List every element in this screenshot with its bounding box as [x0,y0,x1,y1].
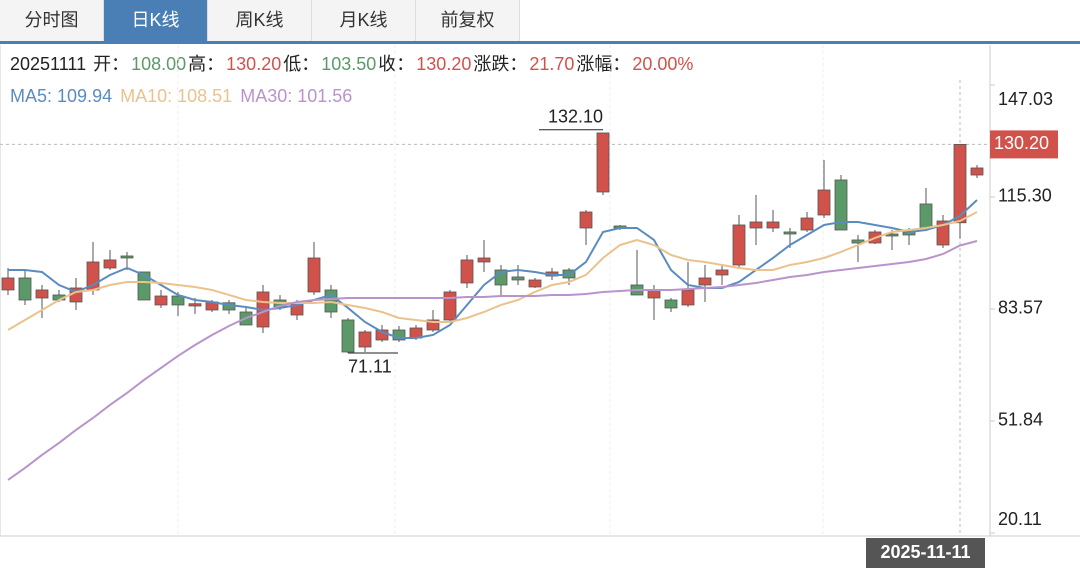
info-value: 130.20 [416,54,472,74]
candle-body [596,132,610,193]
candle-body [477,257,491,263]
candle-body [171,295,185,306]
info-label: 开： [93,54,130,74]
info-bar: 20251111 开： 108.00 高： 130.20 低： 103.50 收： 130.2… [10,50,695,76]
legend-value: 109.94 [57,86,113,106]
ma-line [7,240,978,481]
date-box [866,538,985,568]
candle-body [1,277,15,291]
legend-item: MA5: 109.94 [10,86,112,106]
last-price-label: 130.20 [994,133,1049,153]
max-annotation: 132.10 [548,106,603,126]
candle-body [341,319,355,353]
legend-value: 108.51 [177,86,233,106]
candle-body [681,289,695,306]
info-label: 涨跌： [473,54,528,74]
legend: MA5: 109.94 MA10: 108.51 MA30: 101.56 [10,86,360,107]
candle-body [698,277,712,286]
legend-item: MA30: 101.56 [240,86,352,106]
candle-body [137,271,151,301]
candle-body [511,276,525,281]
candle-body [715,269,729,276]
tab[interactable]: 周K线 [208,0,312,41]
tab[interactable]: 日K线 [104,0,208,41]
y-tick-label: 20.11 [998,509,1042,529]
info-value: 21.70 [529,54,575,74]
last-price-box [990,130,1058,159]
legend-name: MA5: [10,86,53,106]
info-value: 130.20 [226,54,282,74]
tab[interactable]: 月K线 [312,0,416,41]
info-value: 108.00 [131,54,187,74]
candle-body [970,167,984,176]
candle-body [358,331,372,348]
candle-body [579,211,593,229]
candle-body [307,257,321,293]
legend-name: MA10: [120,86,173,106]
candle-body [783,231,797,235]
candle-body [18,277,32,301]
candle-body [460,259,474,284]
info-date: 20251111 [10,54,87,74]
info-label: 涨幅： [576,54,631,74]
candle-body [817,189,831,216]
legend-name: MA30: [240,86,293,106]
candle-body [800,217,814,231]
y-tick-label: 51.84 [998,410,1043,430]
candle-body [154,295,168,306]
candle-body [749,221,763,229]
info-label: 收： [378,54,415,74]
x-tick-label: 2025-11-11 [880,542,970,562]
info-label: 低： [283,54,320,74]
candle-body [443,291,457,321]
candle-body [766,221,780,229]
candle-body [936,220,950,246]
y-tick-label: 83.57 [998,298,1043,318]
candle-body [919,203,933,229]
candle-body [103,259,117,269]
ma-line [8,199,978,340]
info-label: 高： [188,54,225,74]
tab[interactable]: 前复权 [416,0,520,41]
y-tick-label: 115.30 [998,186,1052,206]
candle-body [732,224,746,266]
candle-body [188,303,202,307]
info-value: 20.00% [632,54,694,74]
candle-body [528,279,542,288]
info-value: 103.50 [321,54,377,74]
legend-value: 101.56 [297,86,353,106]
candle-body [647,289,661,299]
y-tick-label: 147.03 [998,89,1053,109]
candle-body [834,179,848,231]
legend-item: MA10: 108.51 [120,86,232,106]
candle-body [953,143,967,224]
candle-body [426,319,440,331]
tab[interactable]: 分时图 [0,0,104,41]
min-annotation: 71.11 [348,357,392,377]
ma-line [7,211,978,331]
candle-body [35,289,49,299]
candle-body [664,299,678,309]
tab-bar: 分时图 日K线 周K线 月K线 前复权 [0,0,1080,44]
candle-body [120,255,134,259]
